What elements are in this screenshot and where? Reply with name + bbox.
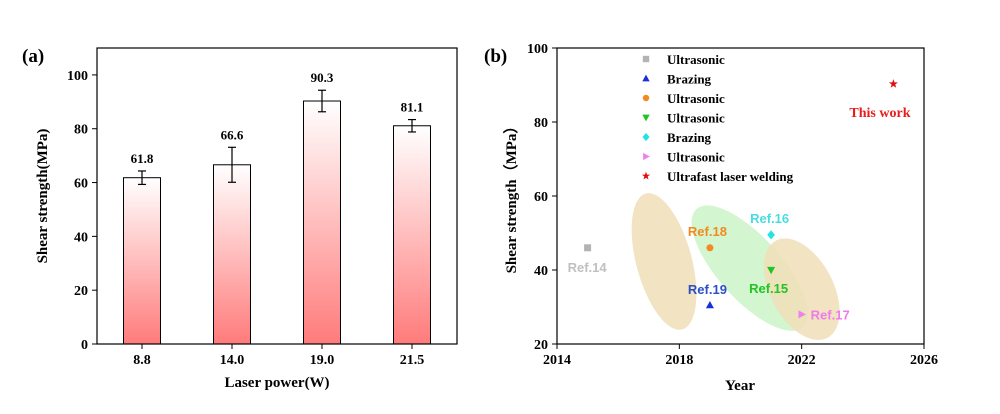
panel-b-legend-marker: [642, 55, 650, 63]
panel-b-y-tick-label: 80: [534, 116, 548, 131]
panel-a-plot-frame: [96, 47, 458, 345]
panel-b-label: (b): [484, 46, 507, 67]
panel-b-y-tick-label: 40: [534, 264, 548, 279]
panel-a-bar-chart: (a) 61.8 66.6 90.3 81.1 0 20 40 60 80 100 8.8 14.…: [22, 46, 458, 391]
panel-a-y-axis-label: Shear strength(MPa): [35, 129, 51, 264]
panel-b-y-tick-label: 100: [527, 42, 548, 57]
panel-b-data-point: [767, 230, 775, 240]
panel-a-y-tick-label: 40: [74, 230, 88, 245]
panel-b-legend-label: Ultrasonic: [667, 91, 725, 106]
panel-b-x-tick-label: 2022: [788, 353, 816, 368]
panel-b-point-label: Ref.15: [749, 281, 788, 296]
panel-b-legend-label: Brazing: [667, 72, 712, 87]
panel-a-data-label: 81.1: [401, 100, 424, 115]
panel-b-legend-marker: [642, 94, 650, 102]
panel-b-x-tick-label: 2014: [543, 353, 571, 368]
panel-b-x-tick-label: 2026: [910, 353, 938, 368]
panel-b-data-point: [798, 310, 806, 319]
panel-a-x-tick-label: 21.5: [400, 353, 425, 368]
panel-a-data-label: 66.6: [221, 127, 244, 142]
panel-b-x-tick-label: 2018: [665, 353, 693, 368]
panel-a-label: (a): [22, 46, 44, 67]
panel-b-y-axis-label: Shear strength（MPa）: [502, 119, 520, 274]
panel-a-bar: [123, 177, 161, 345]
panel-a-y-tick-label: 80: [74, 123, 88, 138]
panel-b-data-point: [584, 244, 592, 252]
panel-b-legend-marker: [642, 114, 650, 122]
panel-a-data-label: 90.3: [311, 70, 334, 85]
panel-b-legend-label: Ultrafast laser welding: [667, 169, 794, 184]
panel-a-y-tick-label: 0: [81, 338, 88, 353]
panel-b-point-label: Ref.17: [811, 307, 850, 322]
panel-b-highlight-region: [763, 238, 840, 341]
panel-a-x-tick-label: 19.0: [310, 353, 335, 368]
panel-b-data-point: [705, 300, 714, 309]
panel-b-point-label: Ref.16: [750, 211, 789, 226]
panel-b-legend-label: Brazing: [667, 130, 712, 145]
panel-a-x-tick-label: 8.8: [133, 353, 151, 368]
panel-b-legend-marker: [641, 171, 651, 180]
panel-b-legend-marker: [642, 74, 650, 82]
panel-a-bar: [213, 164, 251, 345]
panel-a-x-tick-label: 14.0: [220, 353, 245, 368]
panel-b-point-label: This work: [849, 106, 910, 121]
panel-a-x-axis-label: Laser power(W): [224, 375, 329, 391]
panel-b-x-axis-label: Year: [725, 378, 755, 394]
panel-b-data-point: [767, 266, 776, 275]
panel-b-data-point: [888, 79, 898, 88]
panel-a-data-label: 61.8: [131, 151, 154, 166]
panel-b-legend-marker: [643, 152, 650, 161]
panel-b-y-tick-label: 20: [534, 338, 548, 353]
panel-a-y-tick-label: 60: [74, 177, 88, 192]
panel-a-bar: [303, 100, 341, 345]
panel-b-point-label: Ref.14: [568, 260, 608, 275]
panel-a-y-tick-label: 20: [74, 284, 88, 299]
panel-b-point-label: Ref.18: [688, 224, 727, 239]
panel-b-highlight-region: [631, 193, 697, 330]
panel-b-data-point: [706, 244, 714, 252]
panel-a-bar: [393, 125, 431, 345]
panel-b-y-tick-label: 60: [534, 190, 548, 205]
panel-b-legend-marker: [642, 132, 650, 142]
panel-a-y-tick-label: 100: [67, 69, 88, 84]
panel-b-point-label: Ref.19: [688, 282, 727, 297]
panel-b-legend-label: Ultrasonic: [667, 150, 725, 165]
panel-b-legend-label: Ultrasonic: [667, 111, 725, 126]
panel-b-scatter-chart: (b) 20 40 60 80 100 2014 2018 2022 2026 Ref.14 R…: [484, 42, 938, 394]
panel-b-legend-label: Ultrasonic: [667, 52, 725, 67]
